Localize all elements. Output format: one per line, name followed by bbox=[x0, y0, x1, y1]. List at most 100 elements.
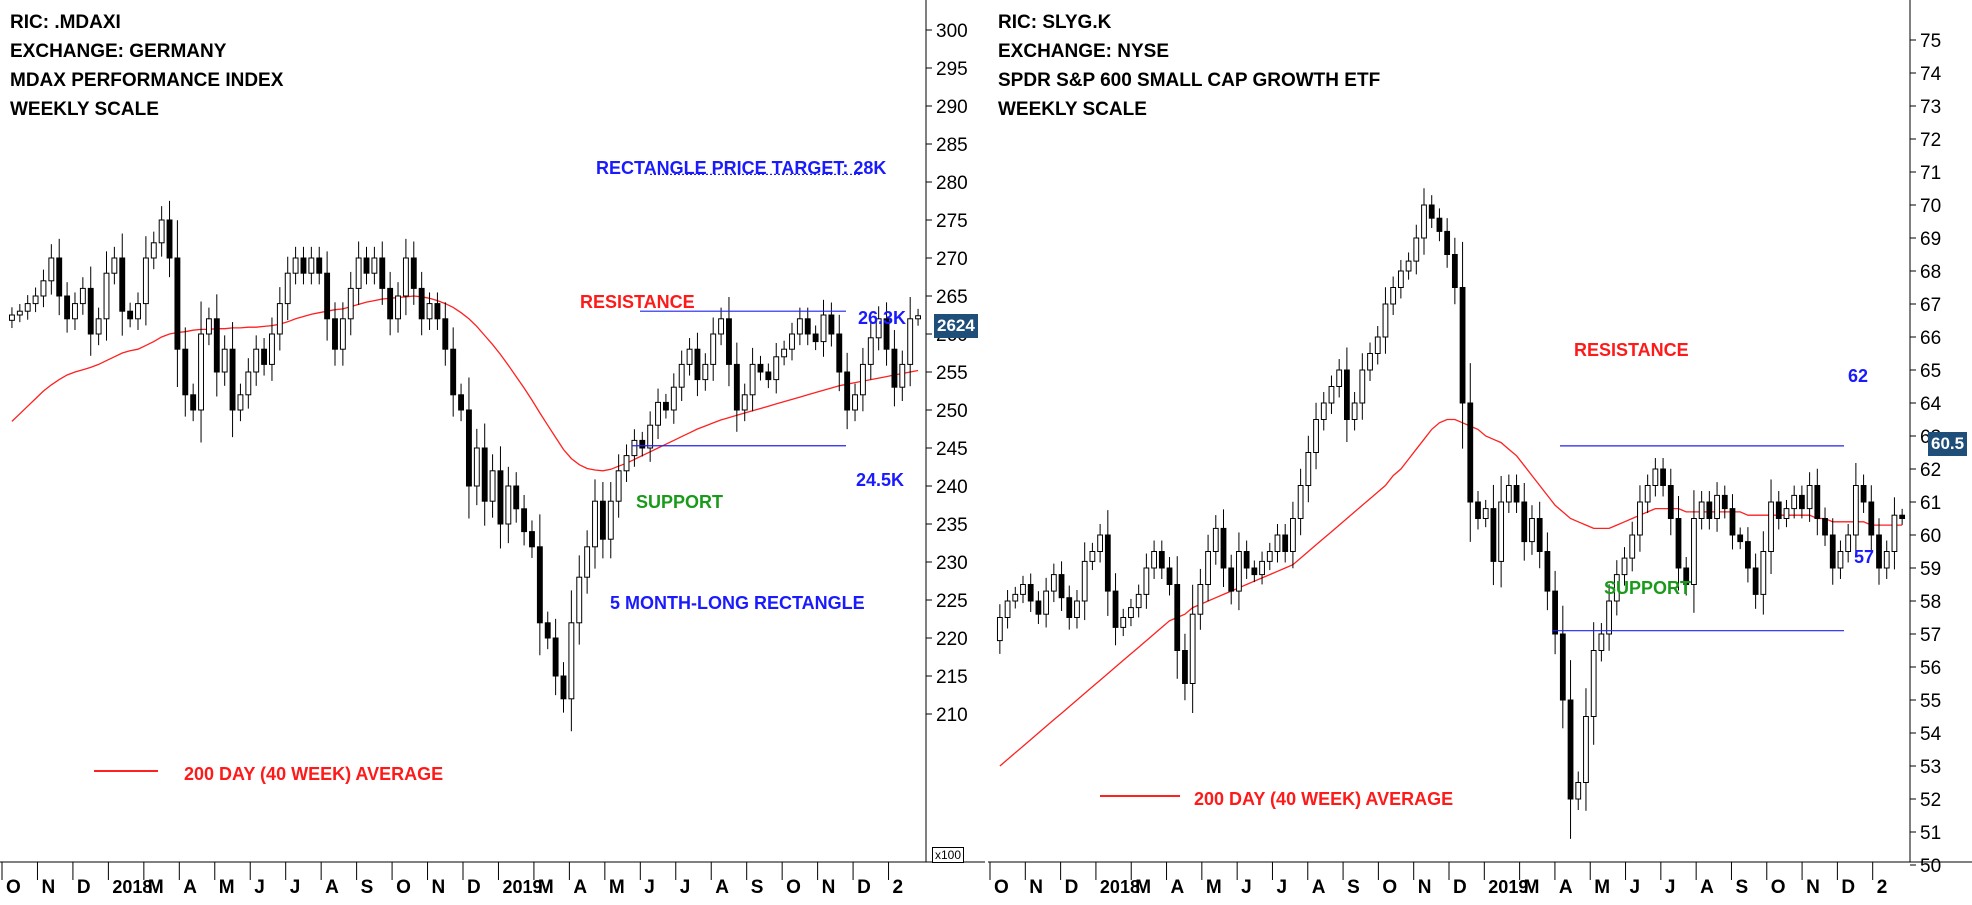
mdax-candle-body bbox=[710, 333, 717, 365]
slyg-candle-body bbox=[1027, 584, 1034, 602]
mdax-y-tick-label: 280 bbox=[936, 173, 968, 194]
slyg-candle-body bbox=[1660, 468, 1666, 486]
mdax-candle-body bbox=[773, 356, 780, 381]
mdax-last-price-tag: 2624 bbox=[934, 314, 978, 338]
mdax-x-tick-label: J bbox=[254, 877, 265, 898]
slyg-candle-body bbox=[1490, 508, 1497, 562]
slyg-x-tick-label: D bbox=[1841, 877, 1855, 898]
slyg-candle-body bbox=[1883, 551, 1890, 569]
slyg-candle-body bbox=[1798, 494, 1805, 510]
slyg-y-tick-label: 60 bbox=[1920, 526, 1941, 547]
slyg-candle-body bbox=[1783, 508, 1790, 520]
mdax-candle-body bbox=[489, 470, 496, 502]
slyg-candle-body bbox=[1120, 617, 1127, 628]
slyg-candle-body bbox=[1559, 633, 1566, 701]
mdax-candle-body bbox=[363, 257, 370, 274]
slyg-candle-body bbox=[1143, 567, 1150, 595]
mdax-y-tick-label: 255 bbox=[936, 363, 968, 384]
mdax-y-tick-label: 220 bbox=[936, 629, 968, 650]
mdax-candle-body bbox=[229, 348, 236, 411]
mdax-candle-body bbox=[182, 348, 189, 396]
slyg-candle-body bbox=[1498, 501, 1505, 562]
slyg-x-tick-label: 2018 bbox=[1100, 877, 1140, 897]
slyg-candle-body bbox=[1004, 600, 1011, 618]
slyg-candle-body bbox=[1212, 527, 1219, 553]
slyg-candle-body bbox=[1374, 336, 1381, 354]
mdax-candle-body bbox=[749, 363, 756, 396]
slyg-candle-body bbox=[1336, 369, 1343, 387]
mdax-candle-body bbox=[647, 424, 654, 449]
mdax-candle-body bbox=[434, 303, 441, 320]
slyg-candle-body bbox=[1351, 402, 1358, 420]
mdax-ma-line bbox=[11, 295, 919, 472]
mdax-candle-body bbox=[812, 333, 819, 343]
mdax-candle-body bbox=[379, 257, 386, 289]
slyg-candle-body bbox=[1852, 485, 1859, 536]
slyg-ma-line bbox=[999, 418, 1903, 767]
mdax-candle-body bbox=[852, 394, 858, 411]
slyg-candle-body bbox=[1691, 518, 1697, 585]
mdax-candle-body bbox=[789, 333, 795, 350]
slyg-x-tick-label: A bbox=[1700, 877, 1714, 898]
mdax-candle-body bbox=[245, 371, 252, 396]
mdax-candle-body bbox=[442, 318, 449, 350]
slyg-info-block: RIC: SLYG.K EXCHANGE: NYSE SPDR S&P 600 … bbox=[998, 8, 1380, 124]
slyg-candle-body bbox=[1829, 534, 1836, 569]
slyg-candle-body bbox=[1359, 369, 1366, 404]
slyg-candle-body bbox=[1899, 514, 1906, 520]
mdax-candle-body bbox=[733, 363, 740, 411]
mdax-y-tick-label: 285 bbox=[936, 135, 968, 156]
slyg-x-tick-label: O bbox=[1771, 877, 1786, 898]
slyg-candle-body bbox=[1729, 508, 1736, 536]
slyg-candle-body bbox=[1683, 567, 1690, 585]
slyg-y-tick-label: 53 bbox=[1920, 757, 1941, 778]
mdax-y-tick-label: 250 bbox=[936, 401, 968, 422]
slyg-y-tick-label: 68 bbox=[1920, 262, 1941, 283]
mdax-candle-body bbox=[308, 257, 315, 274]
mdax-y-tick-label: 290 bbox=[936, 97, 968, 118]
slyg-x-tick-label: N bbox=[1806, 877, 1820, 898]
slyg-candle-body bbox=[1745, 541, 1751, 569]
mdax-candle-body bbox=[119, 257, 126, 312]
slyg-candle-body bbox=[1822, 518, 1828, 536]
slyg-candle-body bbox=[1228, 567, 1235, 592]
slyg-candle-body bbox=[1367, 353, 1373, 371]
mdax-candle-body bbox=[237, 394, 244, 411]
slyg-y-tick-label: 52 bbox=[1920, 790, 1941, 811]
slyg-x-tick-label: J bbox=[1241, 877, 1252, 898]
slyg-y-tick-label: 56 bbox=[1920, 658, 1941, 679]
mdax-candle-body bbox=[213, 318, 220, 373]
slyg-candle-body bbox=[1259, 560, 1265, 576]
mdax-candle-body bbox=[426, 303, 433, 320]
slyg-candle-body bbox=[1590, 650, 1597, 717]
slyg-y-tick-label: 50 bbox=[1920, 856, 1941, 877]
slyg-candle-body bbox=[1220, 527, 1227, 569]
slyg-candle-body bbox=[1097, 534, 1104, 552]
slyg-candle-body bbox=[1698, 501, 1705, 519]
mdax-candle-body bbox=[804, 318, 811, 335]
slyg-candle-body bbox=[1128, 607, 1134, 618]
mdax-candle-body bbox=[371, 257, 378, 274]
mdax-candle-body bbox=[324, 272, 331, 320]
slyg-x-tick-label: D bbox=[1453, 877, 1467, 898]
slyg-candle-body bbox=[1205, 551, 1211, 585]
mdax-target-label: RECTANGLE PRICE TARGET: 28K bbox=[596, 158, 887, 178]
slyg-candle-body bbox=[1104, 534, 1111, 592]
slyg-resistance-label: RESISTANCE bbox=[1574, 340, 1689, 360]
mdax-candle-body bbox=[899, 363, 906, 388]
mdax-candle-body bbox=[48, 257, 55, 282]
mdax-name: MDAX PERFORMANCE INDEX bbox=[10, 70, 284, 91]
chart-panel-slyg: 5051525354555657585960616263646566676869… bbox=[988, 0, 1972, 905]
mdax-candle-body bbox=[513, 485, 520, 510]
mdax-candle-body bbox=[607, 500, 614, 540]
mdax-candle-body bbox=[64, 295, 71, 320]
mdax-candle-body bbox=[410, 257, 417, 289]
slyg-candle-body bbox=[1282, 534, 1289, 552]
mdax-x-tick-label: A bbox=[325, 877, 339, 898]
slyg-candle-body bbox=[1328, 386, 1335, 404]
slyg-candle-body bbox=[1644, 485, 1651, 503]
slyg-last-price-tag: 60.5 bbox=[1928, 432, 1968, 456]
slyg-candle-body bbox=[1174, 584, 1181, 651]
mdax-x-tick-label: A bbox=[573, 877, 587, 898]
slyg-support-value: 57 bbox=[1854, 547, 1875, 567]
